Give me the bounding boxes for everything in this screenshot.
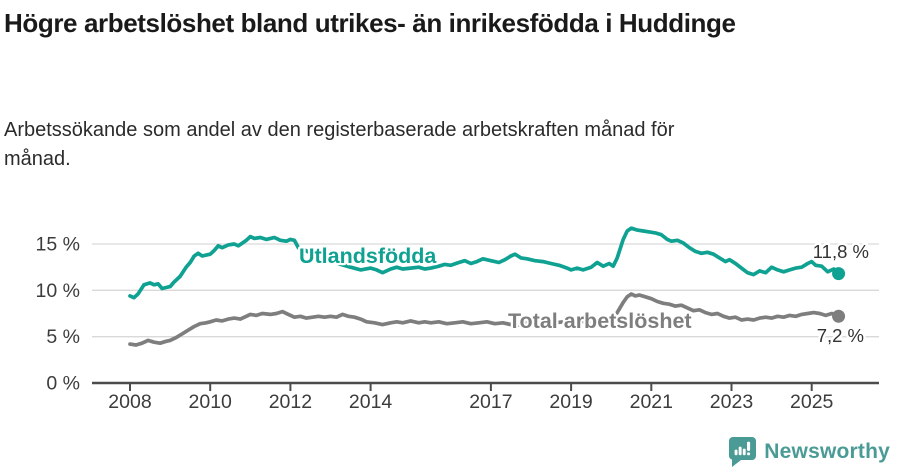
x-tick-label: 2012 (269, 391, 312, 413)
y-tick-label: 15 % (36, 233, 80, 255)
exclamation-bar (747, 441, 751, 451)
page-title: Högre arbetslöshet bland utrikes- än inr… (4, 8, 736, 38)
x-tick-label: 2021 (630, 391, 673, 413)
page-subtitle: Arbetssökande som andel av den registerb… (4, 119, 675, 170)
series-line-total (128, 292, 841, 347)
y-tick-label: 5 % (46, 326, 80, 348)
bar-2 (738, 446, 742, 456)
x-tick-label: 2025 (790, 391, 834, 413)
x-tick-label: 2017 (469, 391, 512, 413)
newsworthy-logo[interactable]: Newsworthy (726, 435, 890, 468)
x-tick-label: 2023 (710, 391, 753, 413)
x-tick-label: 2019 (549, 391, 592, 413)
x-tick-label: 2010 (189, 391, 233, 413)
end-value-label-utlandsfodda: 11,8 % (813, 241, 869, 262)
x-tick-label: 2014 (349, 391, 393, 413)
x-tick-label: 2008 (108, 391, 151, 413)
end-dot-total (832, 309, 846, 323)
exclamation-dot (747, 452, 751, 456)
series-label-utlandsfodda: Utlandsfödda (299, 244, 437, 268)
y-tick-label: 0 % (46, 373, 80, 395)
newsworthy-icon (729, 437, 757, 467)
end-value-label-total: 7,2 % (817, 325, 864, 346)
series-line-utlandsfodda (128, 226, 841, 300)
speech-bubble-shape (729, 437, 757, 467)
end-dot-utlandsfodda (832, 267, 846, 281)
series-label-total: Total arbetslöshet (508, 309, 692, 333)
bar-3 (743, 448, 746, 456)
y-tick-label: 10 % (36, 280, 80, 302)
newsworthy-wordmark: Newsworthy (764, 439, 890, 463)
bar-1 (734, 449, 738, 456)
